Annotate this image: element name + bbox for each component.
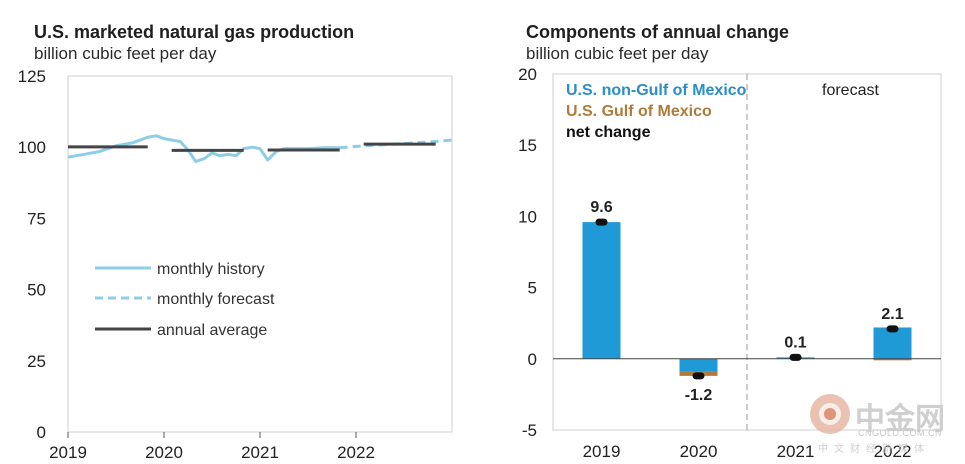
left-x-tick-label: 2020 bbox=[145, 443, 183, 462]
gulf-bar bbox=[873, 358, 912, 361]
watermark-url: CNGOLD.COM.CN bbox=[858, 428, 943, 438]
net-change-data-label: 2.1 bbox=[881, 306, 903, 323]
right-chart-title: Components of annual change bbox=[526, 22, 790, 42]
non-gulf-bar bbox=[873, 327, 912, 359]
left-legend-label: monthly forecast bbox=[157, 291, 275, 308]
left-y-tick-label: 0 bbox=[37, 423, 46, 442]
watermark-logo-text: 中金网 bbox=[855, 403, 945, 436]
left-legend-label: annual average bbox=[157, 322, 267, 339]
left-y-tick-label: 100 bbox=[18, 138, 46, 157]
right-y-tick-label: 15 bbox=[518, 136, 537, 155]
net-change-marker bbox=[595, 218, 608, 226]
right-y-tick-label: -5 bbox=[522, 421, 537, 440]
net-change-marker bbox=[886, 325, 899, 333]
net-change-marker bbox=[789, 353, 802, 361]
legend-net-change: net change bbox=[566, 124, 651, 141]
non-gulf-bar bbox=[679, 358, 718, 372]
non-gulf-bar bbox=[582, 222, 621, 359]
legend-gulf: U.S. Gulf of Mexico bbox=[566, 103, 712, 120]
watermark-subtitle: 中文财经新媒体 bbox=[818, 444, 930, 455]
right-y-tick-label: 0 bbox=[528, 350, 537, 369]
left-y-tick-label: 125 bbox=[18, 67, 46, 86]
right-y-tick-label: 5 bbox=[528, 279, 537, 298]
right-x-tick-label: 2022 bbox=[874, 442, 912, 461]
left-y-tick-label: 75 bbox=[27, 209, 46, 228]
left-chart-unit: billion cubic feet per day bbox=[34, 44, 217, 63]
legend-non-gulf: U.S. non-Gulf of Mexico bbox=[566, 82, 747, 99]
right-chart-unit: billion cubic feet per day bbox=[526, 44, 709, 63]
left-chart-title: U.S. marketed natural gas production bbox=[34, 22, 355, 42]
net-change-data-label: 0.1 bbox=[784, 334, 806, 351]
left-x-tick-label: 2019 bbox=[49, 443, 87, 462]
right-y-tick-label: 10 bbox=[518, 207, 537, 226]
right-y-tick-label: 20 bbox=[518, 65, 537, 84]
left-y-tick-label: 50 bbox=[27, 281, 46, 300]
net-change-marker bbox=[692, 372, 705, 380]
right-x-tick-label: 2020 bbox=[680, 442, 718, 461]
net-change-data-label: -1.2 bbox=[685, 387, 713, 404]
left-legend-label: monthly history bbox=[157, 261, 265, 278]
forecast-label: forecast bbox=[822, 82, 879, 99]
watermark-logo-icon bbox=[810, 394, 850, 434]
left-y-tick-label: 25 bbox=[27, 352, 46, 371]
net-change-data-label: 9.6 bbox=[590, 199, 612, 216]
right-x-tick-label: 2021 bbox=[777, 442, 815, 461]
right-x-tick-label: 2019 bbox=[583, 442, 621, 461]
left-x-tick-label: 2021 bbox=[241, 443, 279, 462]
left-x-tick-label: 2022 bbox=[337, 443, 375, 462]
